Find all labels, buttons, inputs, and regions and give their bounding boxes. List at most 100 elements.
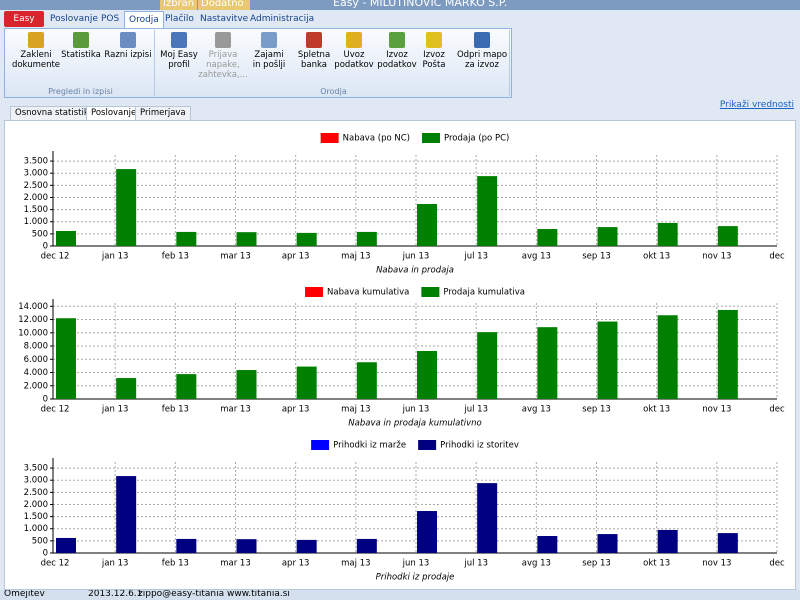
bar (537, 327, 558, 399)
ribbon-group (157, 30, 510, 96)
y-tick-label: 4.000 (24, 368, 48, 378)
x-tick-label: nov 13 (702, 559, 731, 569)
bar (717, 226, 738, 246)
button-label: Izvoz (386, 50, 408, 60)
button-label: banka (301, 60, 327, 70)
bar (597, 227, 618, 246)
button-icon (171, 32, 187, 48)
ribbon-tab[interactable]: POS (101, 14, 120, 24)
bar (176, 231, 197, 246)
bar (657, 529, 678, 553)
x-tick-label: jun 13 (402, 405, 430, 415)
legend-swatch (421, 133, 440, 143)
x-tick-label: nov 13 (702, 252, 731, 262)
bar (356, 362, 377, 399)
ribbon-tab[interactable]: Administracija (250, 14, 315, 24)
bar (537, 536, 558, 553)
y-tick-label: 2.000 (24, 500, 48, 510)
y-tick-label: 8.000 (24, 342, 48, 352)
x-tick-label: jul 13 (463, 559, 488, 569)
legend-label: Prihodki iz storitev (440, 441, 519, 451)
context-tab[interactable]: Izbran (160, 0, 198, 10)
x-tick-label: dec (769, 252, 785, 262)
y-tick-label: 6.000 (24, 355, 48, 365)
x-tick-label: dec 12 (41, 252, 70, 262)
x-tick-label: jan 13 (101, 559, 128, 569)
bar (477, 176, 498, 246)
group-label: Pregledi in izpisi (48, 87, 113, 96)
sub-tab[interactable]: Primerjava (135, 106, 191, 120)
ribbon-tab[interactable]: Poslovanje (50, 14, 98, 24)
x-tick-label: dec 12 (41, 559, 70, 569)
legend-swatch (320, 133, 339, 143)
button-label: zahtevka,... (198, 70, 248, 80)
ribbon-tab[interactable]: Orodja (124, 11, 164, 28)
x-tick-label: sep 13 (582, 559, 611, 569)
x-tick-label: maj 13 (341, 559, 370, 569)
bar (477, 332, 498, 399)
bar (657, 315, 678, 399)
button-label: napake, (206, 60, 240, 70)
bar (296, 232, 317, 246)
button-label: Moj Easy (160, 50, 198, 60)
status-text: 2013.12.6.1 (88, 590, 143, 599)
bar (236, 232, 257, 246)
y-tick-label: 10.000 (18, 328, 48, 338)
bar (477, 483, 498, 553)
ribbon-button[interactable]: Statistika (53, 32, 109, 60)
app-tab[interactable]: Easy (4, 11, 44, 27)
ribbon-tab[interactable]: Nastavitve (200, 14, 249, 24)
legend-swatch (305, 287, 324, 297)
ribbon-button[interactable]: Zakleni dokumente (8, 32, 64, 70)
x-tick-label: jul 13 (463, 252, 488, 262)
button-label: Spletna (297, 50, 331, 60)
x-tick-label: feb 13 (162, 559, 189, 569)
x-tick-label: mar 13 (220, 559, 251, 569)
ribbon-button[interactable]: Razni izpisi (100, 32, 156, 60)
bar (56, 318, 76, 399)
button-icon (389, 32, 405, 48)
context-tab[interactable]: Dodatno (198, 0, 250, 10)
show-values-link[interactable]: Prikaži vrednosti (719, 100, 794, 110)
sub-tab[interactable]: Poslovanje (86, 106, 142, 120)
ribbon-button[interactable]: Prijava napake, zahtevka,... (195, 32, 251, 80)
button-icon (73, 32, 89, 48)
button-label: Prijava (208, 50, 238, 60)
ribbon-button[interactable]: Spletna banka (286, 32, 342, 70)
x-tick-label: okt 13 (643, 405, 670, 415)
button-icon (346, 32, 362, 48)
ribbon-button[interactable]: Izvoz podatkov (369, 32, 425, 70)
x-tick-label: jun 13 (402, 559, 430, 569)
x-tick-label: mar 13 (220, 252, 251, 262)
bar (356, 538, 377, 553)
y-tick-label: 1.500 (24, 205, 48, 215)
button-icon (474, 32, 490, 48)
ribbon-button[interactable]: Zajami in pošlji (241, 32, 297, 70)
ribbon-button[interactable]: Uvoz podatkov (326, 32, 382, 70)
ribbon-tab[interactable]: Plačilo (165, 14, 194, 24)
ribbon-button[interactable]: Izvoz Pošta (406, 32, 462, 70)
bar (717, 309, 738, 399)
x-tick-label: dec (769, 559, 785, 569)
button-label: podatkov (377, 60, 417, 70)
x-tick-label: apr 13 (282, 559, 310, 569)
ribbon-button[interactable]: Odpri mapo za izvoz (454, 32, 510, 70)
y-tick-label: 0 (43, 242, 48, 252)
x-tick-label: avg 13 (522, 405, 551, 415)
x-tick-label: jun 13 (402, 252, 430, 262)
legend-label: Prihodki iz marže (333, 441, 406, 451)
y-tick-label: 3.500 (24, 157, 48, 167)
button-label: Izvoz (423, 50, 445, 60)
button-label: profil (168, 60, 190, 70)
button-label: Zakleni (20, 50, 52, 60)
status-bar: Omejitev 2013.12.6.1 zippo@easy-titania ww… (0, 590, 800, 600)
x-tick-label: feb 13 (162, 405, 189, 415)
x-tick-label: jan 13 (101, 405, 128, 415)
ribbon-button[interactable]: Moj Easy profil (151, 32, 207, 70)
bar (717, 533, 738, 553)
button-label: Zajami (254, 50, 284, 60)
x-tick-label: dec (769, 405, 785, 415)
x-axis-label: Prihodki iz prodaje (376, 573, 455, 583)
bar (176, 374, 197, 399)
